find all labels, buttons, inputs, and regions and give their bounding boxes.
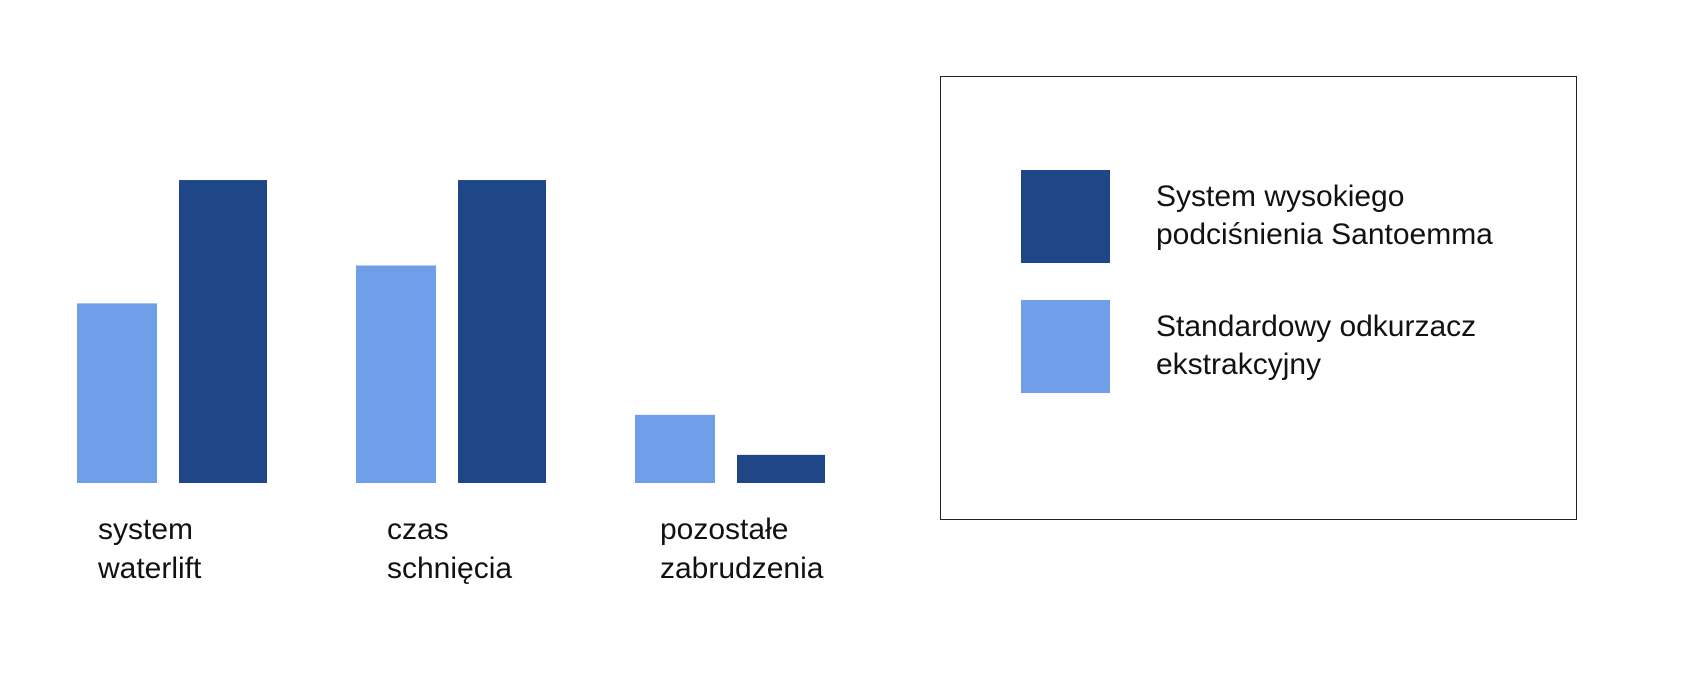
legend-swatch <box>1021 170 1110 263</box>
bar <box>179 180 267 484</box>
bar <box>737 454 825 483</box>
legend-label: Standardowy odkurzacz ekstrakcyjny <box>1156 310 1477 381</box>
legend: System wysokiego podciśnienia Santoemma S… <box>940 76 1577 520</box>
legend-label: System wysokiego podciśnienia Santoemma <box>1156 180 1493 251</box>
legend-swatch <box>1021 300 1110 393</box>
bar <box>356 265 436 483</box>
chart <box>77 180 825 484</box>
x-tick-label: czas schnięcia <box>387 513 513 585</box>
bar <box>77 303 157 483</box>
bar <box>635 414 715 483</box>
x-tick-label: pozostałe zabrudzenia <box>660 513 824 585</box>
x-tick-label: system waterlift <box>98 513 202 585</box>
bar <box>458 180 546 484</box>
